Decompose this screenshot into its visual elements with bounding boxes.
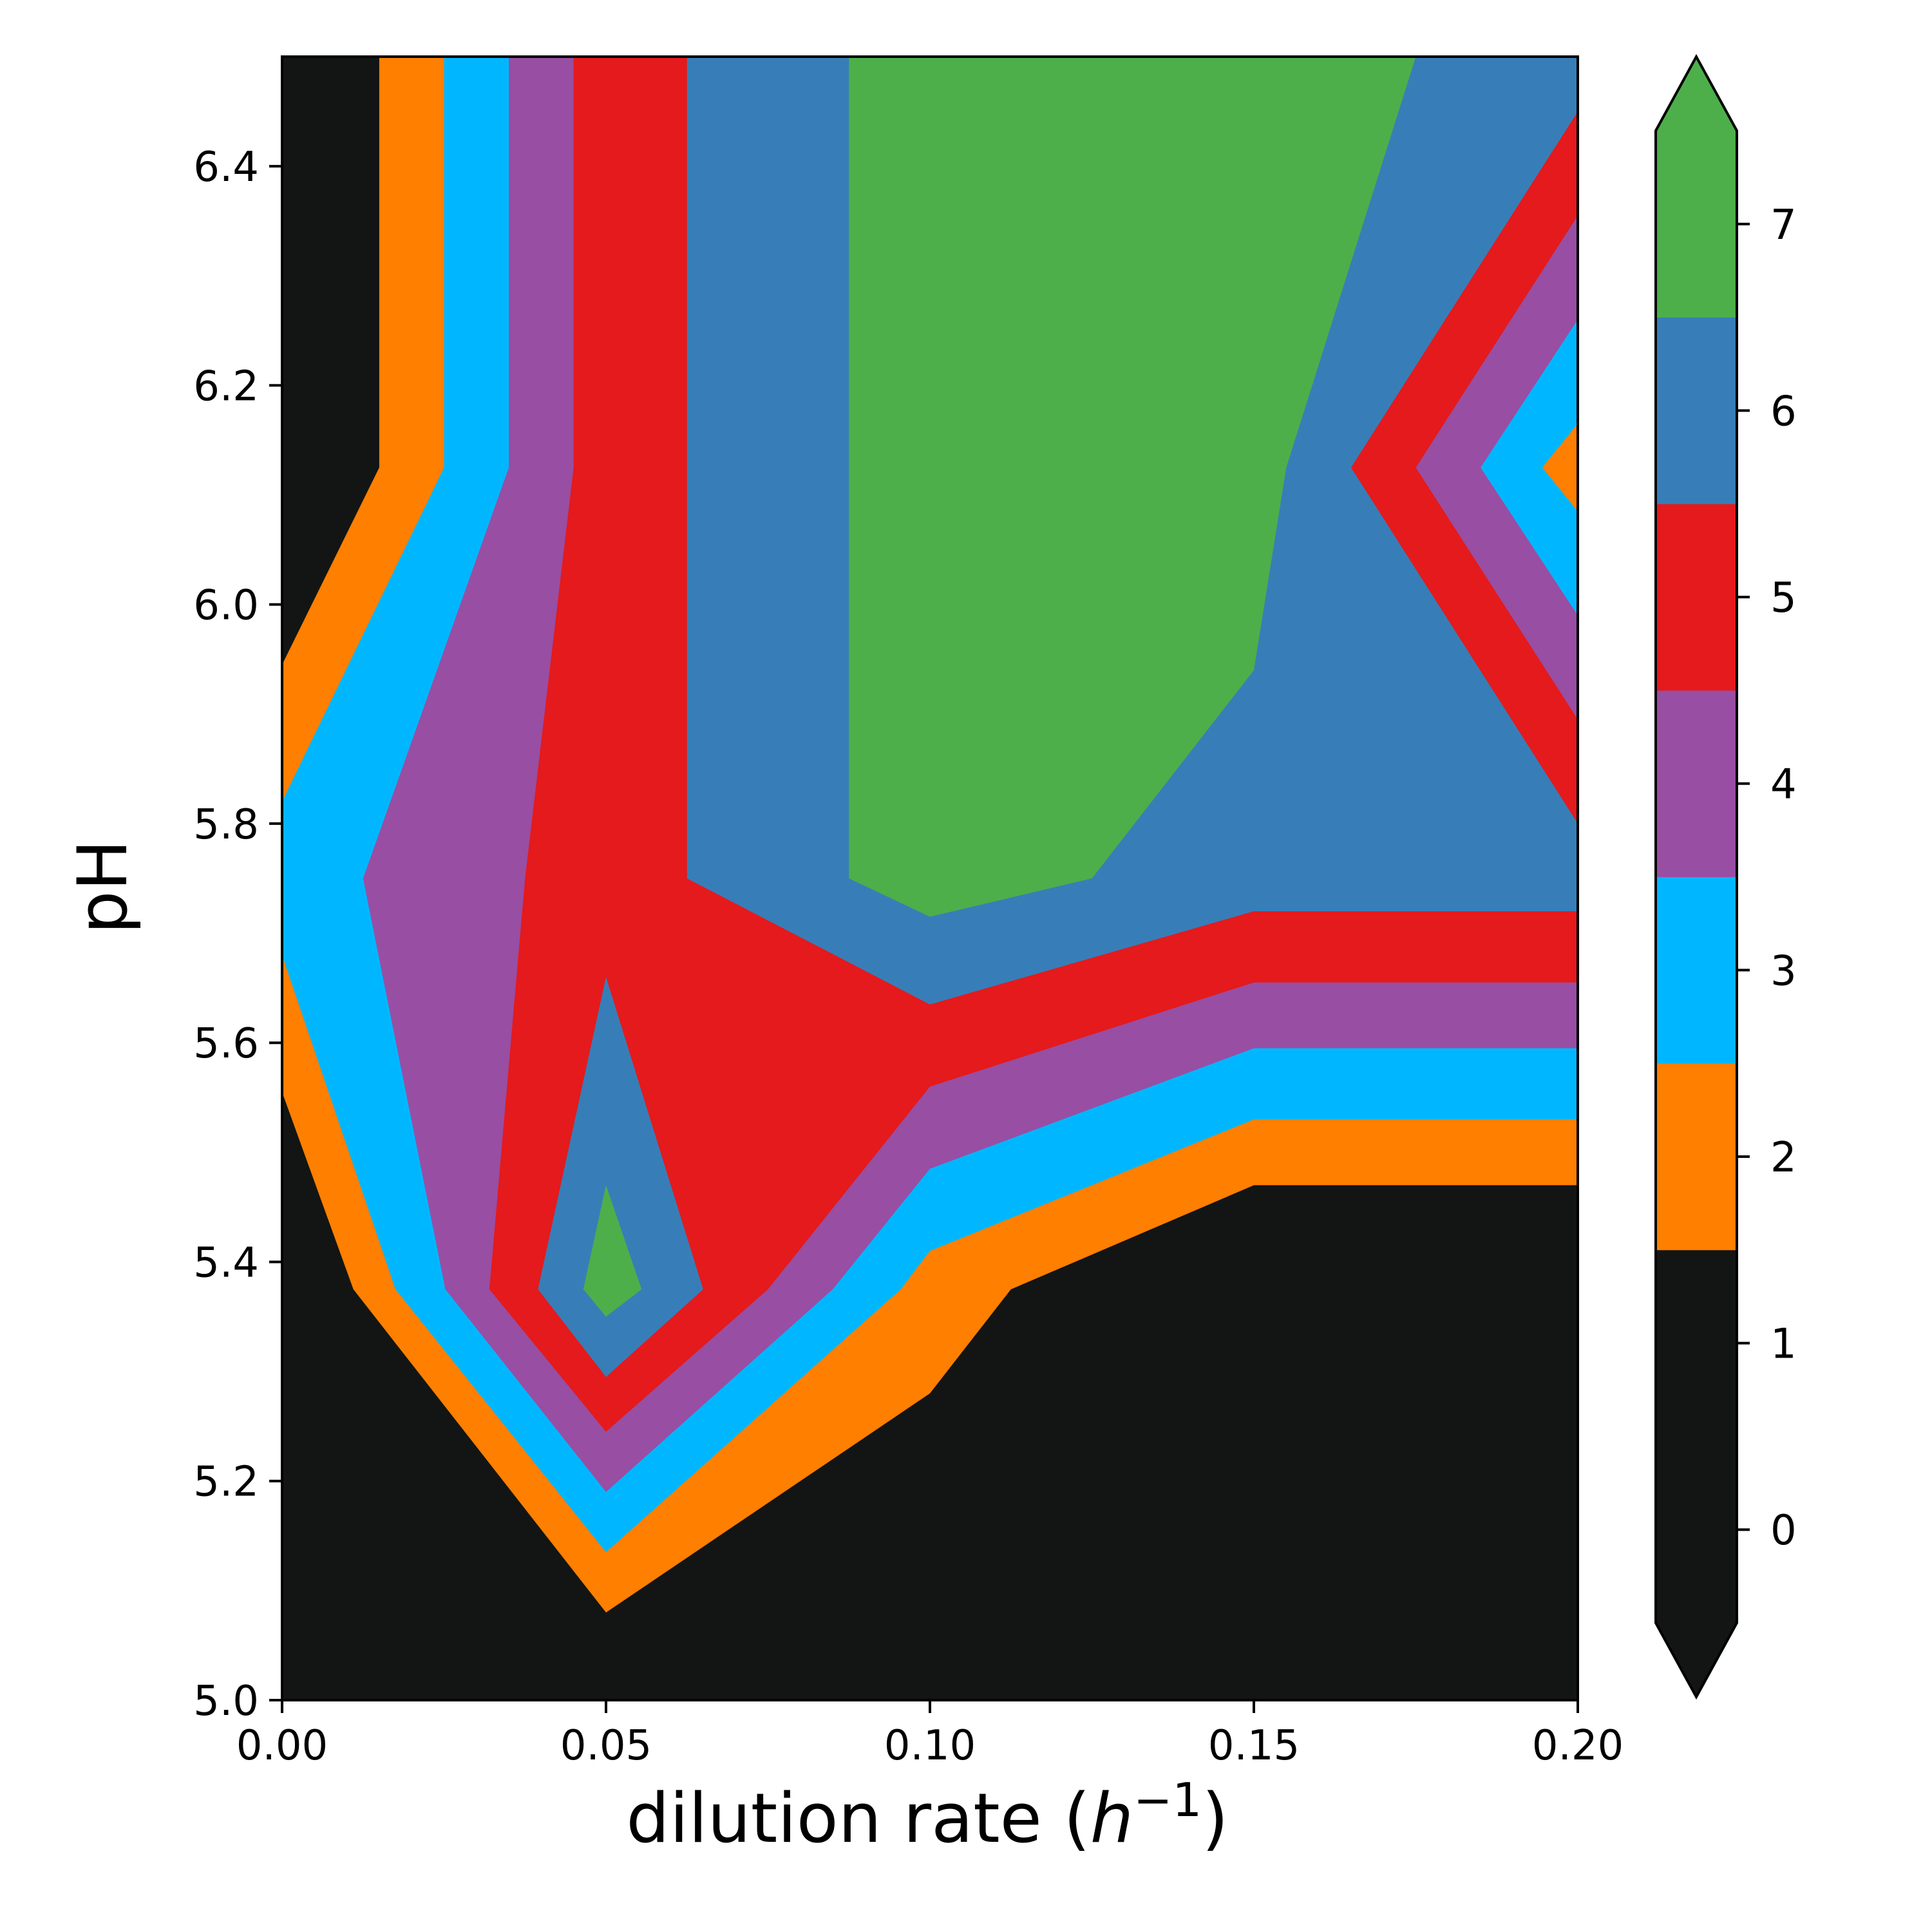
x-tick-label: 0.20 (1532, 1722, 1624, 1770)
colorbar-segment (1656, 1063, 1737, 1251)
colorbar-tick-label: 1 (1770, 1321, 1797, 1368)
y-tick-label: 5.8 (193, 801, 259, 849)
colorbar-outline (1654, 53, 1738, 1700)
colorbar-segment (1656, 317, 1737, 504)
y-axis: 5.0 5.2 5.4 5.6 5.8 6.0 6.2 6.4 (193, 144, 282, 1725)
colorbar-tick-label: 4 (1770, 761, 1797, 809)
colorbar: 0 1 2 3 4 5 6 7 (1654, 53, 1797, 1700)
contour-region-level-7 (583, 1185, 642, 1317)
contour-region-level-7 (849, 57, 1416, 917)
y-tick-label: 6.2 (193, 363, 259, 410)
x-tick-label: 0.15 (1208, 1722, 1300, 1770)
contour-region-level-3 (1481, 319, 1578, 616)
colorbar-tick-label: 6 (1770, 388, 1797, 435)
contour-regions (282, 57, 1578, 1700)
x-tick-label: 0.10 (884, 1722, 976, 1770)
colorbar-extend-min (1656, 1623, 1737, 1697)
y-tick-label: 6.0 (193, 582, 259, 630)
colorbar-tick-label: 5 (1770, 574, 1797, 622)
x-tick-label: 0.05 (560, 1722, 652, 1770)
x-axis-title: dilution rate (h−1) (626, 1773, 1228, 1858)
y-tick-label: 5.6 (193, 1020, 259, 1068)
y-tick-label: 6.4 (193, 144, 259, 191)
x-axis: 0.00 0.05 0.10 0.15 0.20 (236, 1700, 1624, 1770)
colorbar-tick-label: 0 (1770, 1507, 1797, 1555)
colorbar-segment (1656, 876, 1737, 1064)
colorbar-tick-label: 3 (1770, 947, 1797, 995)
y-tick-label: 5.0 (193, 1678, 259, 1725)
contour-region-level-6 (538, 977, 703, 1378)
colorbar-segment (1656, 690, 1737, 877)
colorbar-segment (1656, 131, 1737, 318)
y-tick-label: 5.2 (193, 1459, 259, 1506)
colorbar-segment (1656, 1249, 1737, 1624)
colorbar-tick-label: 2 (1770, 1134, 1797, 1182)
colorbar-extend-max (1656, 57, 1737, 131)
x-tick-label: 0.00 (236, 1722, 328, 1770)
colorbar-tick-label: 7 (1770, 202, 1797, 249)
y-axis-title: pH (63, 840, 142, 934)
contour-region-level-2 (1542, 423, 1578, 512)
colorbar-segment (1656, 504, 1737, 691)
y-tick-label: 5.4 (193, 1239, 259, 1287)
